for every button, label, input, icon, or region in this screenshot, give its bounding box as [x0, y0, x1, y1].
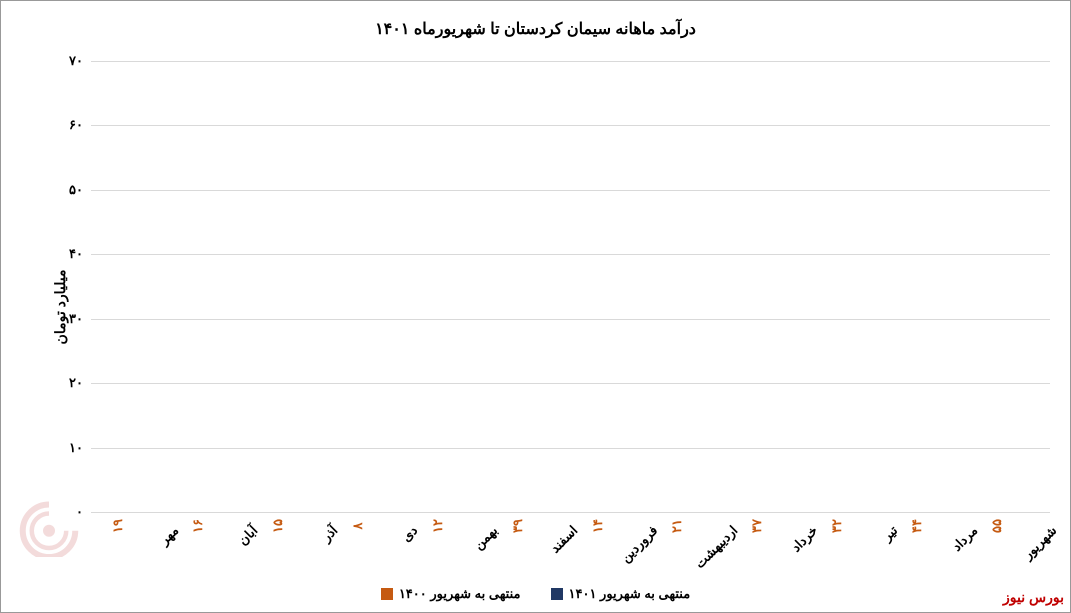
y-tick: ۶۰	[69, 117, 83, 133]
y-tick: ۳۰	[69, 311, 83, 327]
y-tick: ۱۰	[69, 440, 83, 456]
legend: منتهی به شهریور ۱۴۰۰ منتهی به شهریور ۱۴۰۱	[1, 586, 1070, 602]
legend-swatch	[381, 588, 393, 600]
legend-swatch	[551, 588, 563, 600]
bars-wrapper: ۱۹۳۷۱۶۳۷۱۵۴۳۸۱۶۱۲۴۰۳۹۵۹۱۴۵۲۲۱۴۸۳۷۴۲۳۲۴۴۴…	[91, 61, 1050, 512]
legend-label: منتهی به شهریور ۱۴۰۰	[399, 586, 521, 602]
y-tick: ۷۰	[69, 53, 83, 69]
x-axis-labels: مهرآبانآذردیبهمناسفندفروردیناردیبهشتخردا…	[91, 517, 1050, 572]
y-tick: ۵۰	[69, 182, 83, 198]
y-tick: ۲۰	[69, 375, 83, 391]
watermark-text: بورس نیوز	[1003, 589, 1064, 606]
y-tick: ۴۰	[69, 246, 83, 262]
legend-item: منتهی به شهریور ۱۴۰۱	[551, 586, 691, 602]
gridline	[91, 512, 1050, 513]
legend-label: منتهی به شهریور ۱۴۰۱	[569, 586, 691, 602]
watermark-logo	[9, 497, 89, 557]
chart-container: درآمد ماهانه سیمان کردستان تا شهریورماه …	[0, 0, 1071, 613]
plot-area: ۰۱۰۲۰۳۰۴۰۵۰۶۰۷۰ ۱۹۳۷۱۶۳۷۱۵۴۳۸۱۶۱۲۴۰۳۹۵۹۱…	[91, 61, 1050, 512]
y-axis-label: میلیارد تومان	[52, 269, 69, 344]
chart-title: درآمد ماهانه سیمان کردستان تا شهریورماه …	[1, 1, 1070, 49]
legend-item: منتهی به شهریور ۱۴۰۰	[381, 586, 521, 602]
